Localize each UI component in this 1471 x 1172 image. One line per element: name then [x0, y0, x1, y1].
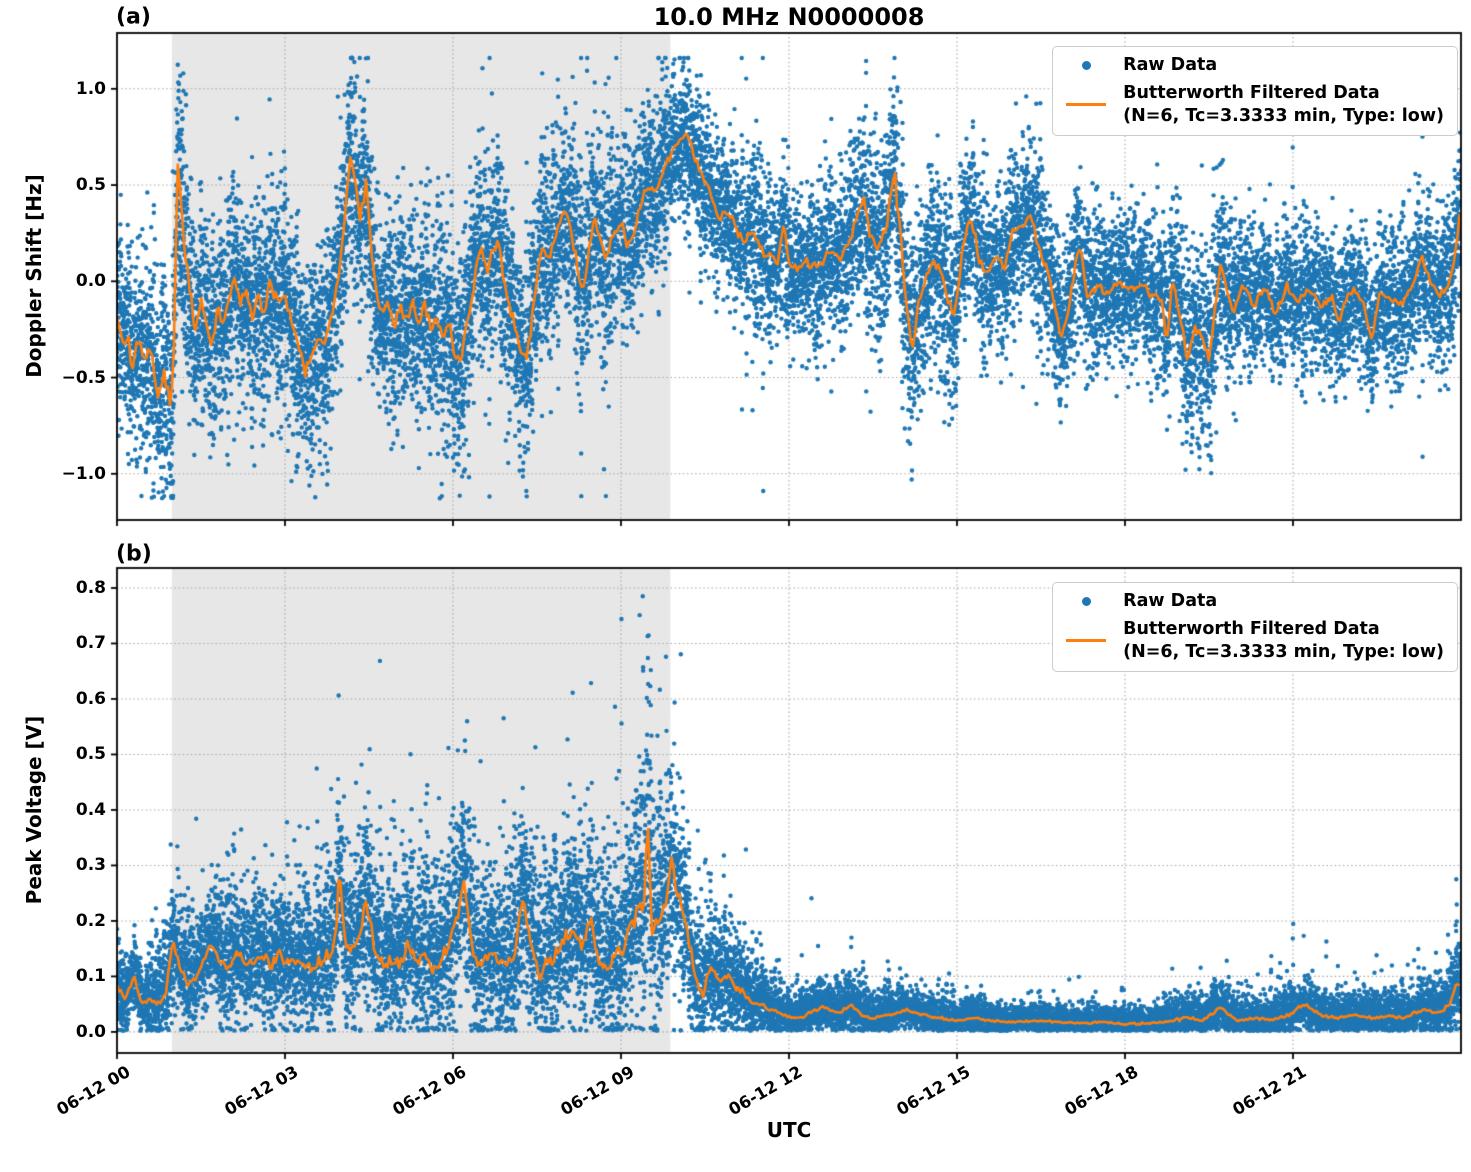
raw-data-marker-icon: [1081, 60, 1091, 70]
y-tick-label: −0.5: [61, 367, 106, 388]
legend-entry-raw: Raw Data: [1061, 590, 1444, 613]
y-tick-label: 0.0: [75, 271, 106, 292]
y-tick-label: 0.4: [75, 799, 106, 820]
y-tick-label: 0.5: [75, 744, 106, 765]
y-tick-label: 0.3: [75, 855, 106, 876]
panel-label-b: (b): [116, 541, 152, 567]
y-tick-label: 0.0: [75, 1021, 106, 1042]
y-tick-label: 0.1: [75, 966, 106, 987]
panel-label-a: (a): [116, 4, 151, 30]
legend-filtered-label: Butterworth Filtered Data: [1123, 618, 1380, 639]
legend-filtered-label: Butterworth Filtered Data: [1123, 82, 1380, 103]
y-tick-label: 0.8: [75, 577, 106, 598]
y-axis-label-b: Peak Voltage [V]: [22, 715, 46, 905]
y-tick-label: 0.7: [75, 633, 106, 654]
y-tick-label: 0.2: [75, 910, 106, 931]
y-axis-label-a: Doppler Shift [Hz]: [22, 174, 46, 378]
y-tick-label: −1.0: [61, 463, 106, 484]
legend-filtered-sublabel: (N=6, Tc=3.3333 min, Type: low): [1123, 641, 1444, 662]
legend-filtered-sublabel: (N=6, Tc=3.3333 min, Type: low): [1123, 105, 1444, 126]
legend-a: Raw Data Butterworth Filtered Data (N=6, …: [1052, 46, 1458, 137]
figure-title: 10.0 MHz N0000008: [653, 3, 925, 31]
filtered-data-marker-icon: [1066, 103, 1107, 106]
y-tick-label: 0.6: [75, 688, 106, 709]
y-tick-label: 0.5: [75, 175, 106, 196]
y-tick-label: 1.0: [75, 78, 106, 99]
legend-entry-filtered: Butterworth Filtered Data (N=6, Tc=3.3333…: [1061, 82, 1444, 128]
legend-entry-filtered: Butterworth Filtered Data (N=6, Tc=3.3333…: [1061, 618, 1444, 664]
legend-entry-raw: Raw Data: [1061, 54, 1444, 77]
x-axis-label: UTC: [766, 1118, 812, 1142]
raw-data-marker-icon: [1081, 596, 1091, 606]
legend-raw-label: Raw Data: [1123, 55, 1218, 75]
filtered-data-marker-icon: [1066, 639, 1107, 642]
legend-raw-label: Raw Data: [1123, 591, 1218, 611]
legend-b: Raw Data Butterworth Filtered Data (N=6, …: [1052, 582, 1458, 673]
